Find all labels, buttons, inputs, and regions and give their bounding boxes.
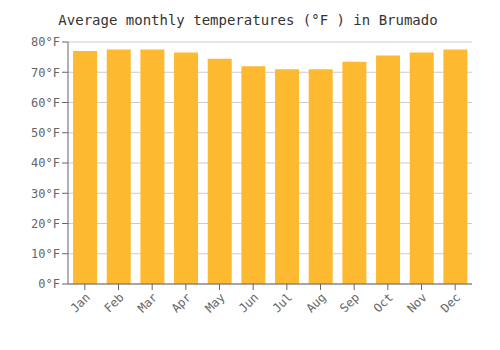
svg-text:70°F: 70°F: [31, 66, 60, 80]
svg-text:Mar: Mar: [135, 290, 160, 315]
svg-text:Jul: Jul: [270, 290, 295, 315]
svg-text:Sep: Sep: [337, 290, 362, 315]
svg-text:Jun: Jun: [236, 290, 261, 315]
svg-text:60°F: 60°F: [31, 96, 60, 110]
svg-text:80°F: 80°F: [31, 35, 60, 49]
svg-text:May: May: [202, 290, 227, 315]
svg-text:Apr: Apr: [169, 290, 194, 315]
svg-text:20°F: 20°F: [31, 217, 60, 231]
svg-text:0°F: 0°F: [38, 277, 60, 291]
svg-text:40°F: 40°F: [31, 156, 60, 170]
svg-text:Feb: Feb: [101, 290, 126, 315]
html-text:Average monthly temperatures (: Average monthly temperatures (°F ) in Br…: [58, 12, 438, 28]
svg-text:50°F: 50°F: [31, 126, 60, 140]
svg-text:10°F: 10°F: [31, 247, 60, 261]
svg-text:Aug: Aug: [303, 290, 328, 315]
svg-text:Nov: Nov: [404, 290, 429, 315]
svg-text:Oct: Oct: [371, 290, 396, 315]
svg-text:Jan: Jan: [68, 290, 93, 315]
svg-text:30°F: 30°F: [31, 187, 60, 201]
svg-text:Dec: Dec: [438, 290, 463, 315]
